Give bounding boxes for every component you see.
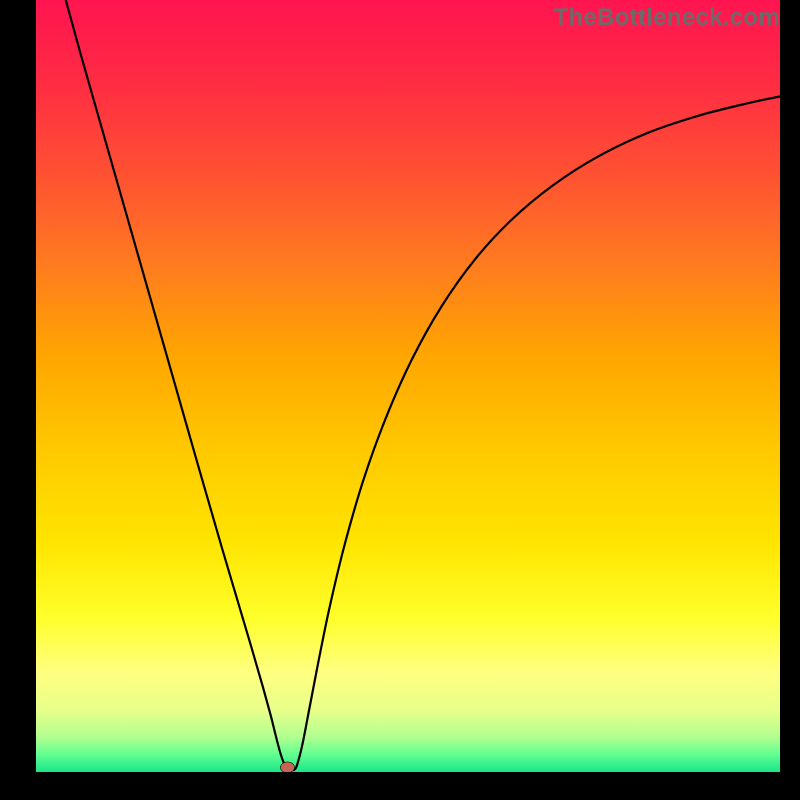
gradient-background	[36, 0, 780, 772]
chart-svg	[36, 0, 780, 772]
optimal-point-marker	[280, 762, 294, 772]
watermark-text: TheBottleneck.com	[554, 4, 780, 32]
plot-area	[36, 0, 780, 772]
